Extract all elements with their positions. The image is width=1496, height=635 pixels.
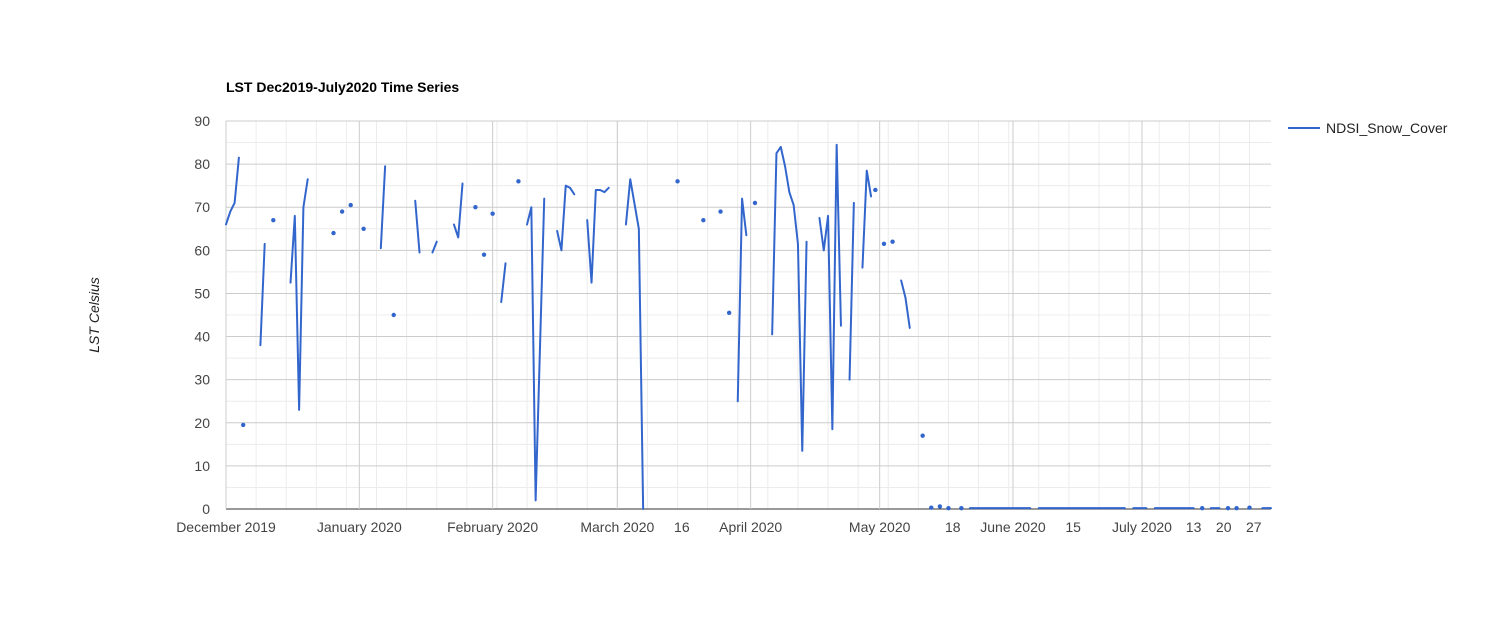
y-axis-label: LST Celsius bbox=[86, 277, 102, 352]
y-tick-label: 0 bbox=[202, 501, 210, 517]
data-point bbox=[946, 505, 951, 511]
y-tick-label: 80 bbox=[194, 156, 210, 172]
data-point bbox=[490, 211, 495, 216]
series-line bbox=[431, 240, 438, 254]
series-line bbox=[452, 182, 464, 239]
data-point bbox=[361, 226, 366, 231]
series-line bbox=[500, 262, 507, 304]
data-point bbox=[718, 209, 723, 214]
data-point bbox=[241, 422, 246, 428]
x-axis-ticks: December 2019 January 2020 February 2020 Ma… bbox=[176, 519, 1262, 535]
series-line bbox=[818, 143, 842, 431]
data-point bbox=[481, 252, 487, 257]
data-point bbox=[675, 179, 680, 184]
series-line bbox=[848, 201, 855, 381]
series-line bbox=[225, 156, 240, 226]
series-line bbox=[526, 197, 546, 502]
series-line bbox=[900, 279, 911, 329]
series-line bbox=[736, 197, 748, 403]
y-tick-label: 50 bbox=[194, 285, 210, 301]
data-point bbox=[726, 310, 732, 316]
x-tick-label: March 2020 bbox=[580, 519, 654, 535]
x-tick-label: December 2019 bbox=[176, 519, 276, 535]
y-tick-label: 10 bbox=[194, 458, 210, 474]
x-tick-label: 27 bbox=[1246, 519, 1262, 535]
series-line bbox=[624, 178, 645, 510]
x-tick-label: 13 bbox=[1186, 519, 1202, 535]
series-line bbox=[259, 242, 266, 347]
y-tick-label: 60 bbox=[194, 242, 210, 258]
x-tick-label: May 2020 bbox=[849, 519, 911, 535]
data-point bbox=[339, 209, 345, 214]
y-tick-label: 20 bbox=[194, 415, 210, 431]
data-point bbox=[890, 239, 895, 244]
data-point bbox=[920, 433, 925, 438]
series-line bbox=[379, 165, 387, 250]
data-point bbox=[1234, 505, 1239, 511]
data-point bbox=[271, 217, 276, 223]
data-point bbox=[391, 312, 396, 318]
series-line bbox=[861, 169, 873, 269]
data-point bbox=[752, 200, 758, 206]
data-point bbox=[873, 187, 878, 193]
series-line bbox=[586, 186, 610, 284]
x-tick-label: 20 bbox=[1216, 519, 1232, 535]
chart-title: LST Dec2019-July2020 Time Series bbox=[226, 79, 459, 95]
data-point bbox=[473, 205, 478, 210]
data-point bbox=[937, 504, 943, 509]
series-line bbox=[289, 178, 309, 411]
x-tick-label: 16 bbox=[674, 519, 690, 535]
minor-gridlines bbox=[226, 121, 1271, 509]
x-tick-label: 18 bbox=[945, 519, 961, 535]
y-tick-label: 90 bbox=[194, 113, 210, 129]
x-tick-label: February 2020 bbox=[447, 519, 538, 535]
data-point bbox=[516, 179, 521, 184]
x-tick-label: April 2020 bbox=[719, 519, 782, 535]
y-tick-label: 70 bbox=[194, 199, 210, 215]
major-gridlines bbox=[225, 120, 1271, 510]
series-line bbox=[414, 199, 421, 254]
data-point bbox=[348, 202, 353, 208]
x-tick-label: June 2020 bbox=[980, 519, 1046, 535]
series-layer bbox=[225, 143, 1272, 511]
x-tick-label: January 2020 bbox=[317, 519, 402, 535]
y-tick-label: 30 bbox=[194, 372, 210, 388]
data-point bbox=[331, 230, 336, 236]
data-point bbox=[1199, 505, 1205, 511]
data-point bbox=[701, 217, 706, 223]
data-point bbox=[929, 505, 934, 510]
x-tick-label: July 2020 bbox=[1112, 519, 1172, 535]
legend[interactable]: NDSI_Snow_Cover bbox=[1288, 120, 1448, 136]
legend-label: NDSI_Snow_Cover bbox=[1326, 120, 1448, 136]
data-point bbox=[1225, 505, 1231, 511]
x-tick-label: 15 bbox=[1065, 519, 1081, 535]
series-line bbox=[556, 184, 576, 252]
y-axis-ticks: 0 10 20 30 40 50 60 70 80 90 bbox=[194, 113, 210, 517]
data-point bbox=[881, 241, 887, 247]
data-point bbox=[1247, 505, 1252, 510]
y-tick-label: 40 bbox=[194, 329, 210, 345]
data-point bbox=[959, 505, 964, 511]
series-line bbox=[771, 145, 808, 452]
